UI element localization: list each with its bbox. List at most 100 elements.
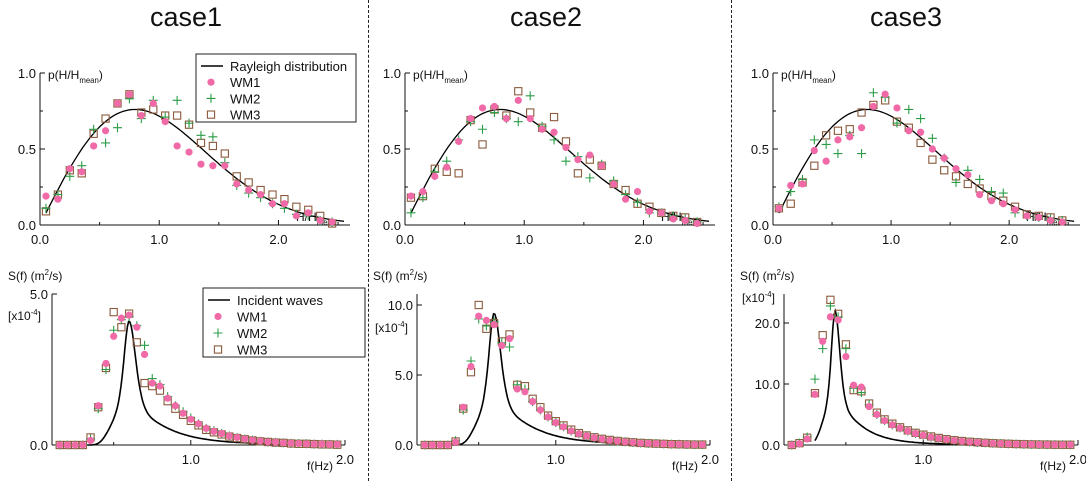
data-point-wm1 bbox=[42, 192, 50, 200]
x-tick-label: 0.0 bbox=[764, 232, 782, 247]
data-point-wm1 bbox=[888, 421, 896, 429]
y-tick-label: 0.0 bbox=[30, 438, 48, 453]
series-wm1 bbox=[788, 313, 1074, 449]
series-wm3 bbox=[406, 87, 702, 227]
data-point-wm1 bbox=[997, 439, 1005, 448]
data-point-wm1 bbox=[102, 359, 110, 368]
data-point-wm1 bbox=[667, 440, 676, 448]
data-point-wm1 bbox=[683, 440, 691, 449]
data-point-wm2 bbox=[904, 104, 914, 114]
data-point-wm1 bbox=[999, 200, 1007, 208]
series-wm1 bbox=[421, 312, 706, 449]
data-point-wm3 bbox=[478, 140, 487, 149]
data-point-wm1 bbox=[428, 441, 437, 449]
data-point-wm1 bbox=[690, 440, 699, 449]
data-point-wm1 bbox=[113, 99, 122, 107]
data-point-wm3 bbox=[132, 338, 141, 347]
y-scale-label: [x10-4] bbox=[375, 320, 408, 335]
data-point-wm1 bbox=[1020, 440, 1028, 448]
data-point-wm1 bbox=[942, 435, 951, 444]
data-point-wm1 bbox=[94, 402, 102, 410]
data-point-wm3 bbox=[573, 169, 583, 178]
data-point-wm3 bbox=[474, 300, 483, 310]
data-point-wm1 bbox=[919, 431, 927, 439]
data-point-wm1 bbox=[279, 439, 287, 447]
data-point-wm1 bbox=[140, 350, 149, 358]
data-point-wm1 bbox=[788, 441, 796, 449]
data-point-wm2 bbox=[561, 156, 571, 166]
data-point-wm2 bbox=[810, 374, 820, 384]
y-tick-label: 0.5 bbox=[18, 142, 36, 157]
data-point-wm3 bbox=[549, 112, 559, 122]
data-point-wm1 bbox=[225, 432, 233, 440]
data-point-wm1 bbox=[316, 216, 324, 225]
data-point-wm1 bbox=[498, 342, 506, 350]
data-point-wm1 bbox=[552, 419, 560, 427]
data-point-wm2 bbox=[505, 342, 515, 352]
chart-case1-spec: 1.0 2.0 0.0 5.0 S(f) (m2/s) [x10-4] f(Hz) bbox=[8, 268, 354, 473]
data-point-wm2 bbox=[196, 130, 206, 140]
data-point-wm1 bbox=[514, 96, 522, 104]
data-point-wm1 bbox=[798, 180, 807, 188]
data-point-wm1 bbox=[842, 352, 850, 361]
theory-curve bbox=[447, 312, 703, 446]
data-point-wm1 bbox=[973, 438, 982, 447]
data-point-wm1 bbox=[637, 439, 645, 447]
data-point-wm3 bbox=[109, 307, 118, 317]
y-axis-label: S(f) (m2/s) bbox=[8, 268, 62, 283]
data-point-wm1 bbox=[952, 165, 960, 173]
data-point-wm1 bbox=[652, 440, 660, 448]
data-point-wm1 bbox=[256, 437, 264, 445]
data-point-wm2 bbox=[513, 117, 523, 127]
data-point-wm2 bbox=[208, 132, 218, 142]
data-point-wm1 bbox=[179, 409, 187, 417]
data-point-wm1 bbox=[419, 187, 427, 196]
data-point-wm2 bbox=[89, 124, 99, 134]
data-point-wm1 bbox=[310, 440, 318, 448]
data-point-wm1 bbox=[302, 440, 311, 448]
y-tick-label: 20.0 bbox=[755, 316, 780, 331]
y-tick-label: 0.0 bbox=[762, 438, 780, 453]
data-point-wm1 bbox=[598, 162, 606, 170]
data-point-wm1 bbox=[436, 441, 444, 449]
data-point-wm2 bbox=[986, 187, 996, 197]
data-point-wm1 bbox=[421, 441, 429, 449]
series-wm1 bbox=[407, 96, 701, 228]
data-point-wm1 bbox=[164, 394, 172, 402]
data-point-wm2 bbox=[525, 91, 535, 101]
data-point-wm1 bbox=[304, 209, 312, 217]
column-divider-2 bbox=[731, 0, 732, 481]
data-point-wm1 bbox=[171, 402, 179, 410]
data-point-wm1 bbox=[660, 440, 668, 448]
data-point-wm2 bbox=[975, 174, 985, 184]
data-point-wm1 bbox=[822, 157, 830, 165]
data-point-wm3 bbox=[810, 161, 819, 170]
data-point-wm1 bbox=[795, 440, 804, 448]
data-point-wm1 bbox=[287, 439, 295, 447]
data-point-wm1 bbox=[529, 398, 537, 406]
data-point-wm1 bbox=[86, 436, 95, 445]
data-point-wm2 bbox=[833, 149, 843, 159]
data-point-wm1 bbox=[916, 128, 925, 136]
x-tick-label: 1.0 bbox=[150, 232, 168, 247]
data-point-wm1 bbox=[850, 381, 858, 389]
x-tick-label: 2.0 bbox=[701, 452, 719, 467]
data-point-wm2 bbox=[927, 133, 937, 143]
data-point-wm3 bbox=[232, 172, 241, 181]
data-point-wm1 bbox=[964, 171, 972, 179]
data-point-wm2 bbox=[184, 118, 194, 128]
data-point-wm1 bbox=[629, 438, 637, 447]
data-point-wm1 bbox=[149, 99, 157, 107]
data-point-wm1 bbox=[407, 192, 415, 200]
data-point-wm1 bbox=[950, 436, 958, 445]
data-point-wm1 bbox=[202, 424, 210, 432]
data-point-wm1 bbox=[1035, 213, 1043, 221]
x-axis-label: f(Hz) bbox=[307, 459, 333, 473]
data-point-wm1 bbox=[1011, 206, 1019, 214]
data-point-wm1 bbox=[881, 90, 889, 98]
data-point-wm3 bbox=[916, 138, 925, 148]
data-point-wm2 bbox=[951, 177, 961, 187]
data-point-wm1 bbox=[478, 104, 487, 112]
y-tick-label: 0.0 bbox=[395, 438, 413, 453]
